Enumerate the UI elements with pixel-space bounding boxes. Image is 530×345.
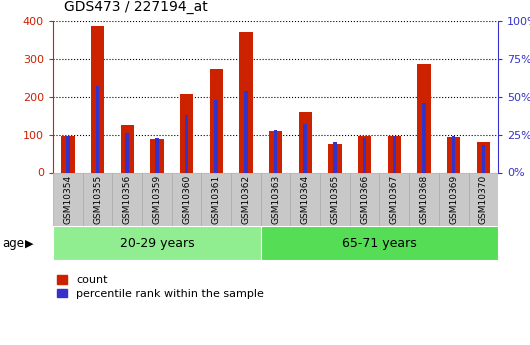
Bar [126, 133, 129, 172]
FancyBboxPatch shape [53, 226, 261, 260]
Text: GSM10354: GSM10354 [64, 175, 72, 224]
Bar [482, 145, 485, 172]
Text: ▶: ▶ [25, 238, 34, 248]
Bar [91, 27, 104, 172]
FancyBboxPatch shape [290, 172, 320, 226]
FancyBboxPatch shape [350, 172, 379, 226]
Text: GSM10355: GSM10355 [93, 175, 102, 224]
Bar [363, 138, 366, 172]
FancyBboxPatch shape [201, 172, 231, 226]
FancyBboxPatch shape [261, 226, 498, 260]
Bar [185, 115, 188, 172]
Bar [66, 136, 69, 172]
Bar [298, 112, 312, 172]
Bar [417, 65, 431, 172]
Bar [358, 136, 372, 172]
Text: GSM10363: GSM10363 [271, 175, 280, 224]
Bar [476, 142, 490, 172]
Text: GSM10370: GSM10370 [479, 175, 488, 224]
FancyBboxPatch shape [469, 172, 498, 226]
Text: 20-29 years: 20-29 years [120, 237, 194, 250]
Text: 65-71 years: 65-71 years [342, 237, 417, 250]
Bar [393, 136, 396, 172]
FancyBboxPatch shape [439, 172, 469, 226]
Text: age: age [3, 237, 25, 250]
Text: GSM10366: GSM10366 [360, 175, 369, 224]
FancyBboxPatch shape [172, 172, 201, 226]
Text: GSM10356: GSM10356 [123, 175, 131, 224]
Bar [155, 138, 158, 172]
FancyBboxPatch shape [112, 172, 142, 226]
FancyBboxPatch shape [83, 172, 112, 226]
Bar [447, 137, 461, 172]
Legend: count, percentile rank within the sample: count, percentile rank within the sample [53, 271, 269, 303]
Bar [244, 90, 248, 172]
Bar [304, 124, 307, 172]
Text: GSM10364: GSM10364 [301, 175, 310, 224]
Text: GSM10369: GSM10369 [449, 175, 458, 224]
Text: GSM10361: GSM10361 [212, 175, 220, 224]
Bar [333, 142, 337, 172]
Text: GDS473 / 227194_at: GDS473 / 227194_at [64, 0, 207, 14]
FancyBboxPatch shape [261, 172, 290, 226]
Bar [422, 103, 426, 172]
Bar [269, 131, 282, 172]
Text: GSM10367: GSM10367 [390, 175, 399, 224]
Text: GSM10362: GSM10362 [242, 175, 250, 224]
Bar [96, 86, 99, 172]
Bar [328, 144, 342, 172]
Bar [180, 94, 193, 172]
Bar [61, 137, 75, 172]
Bar [239, 32, 253, 173]
FancyBboxPatch shape [231, 172, 261, 226]
Bar [274, 130, 277, 172]
Text: GSM10368: GSM10368 [420, 175, 428, 224]
Bar [387, 137, 401, 172]
Text: GSM10360: GSM10360 [182, 175, 191, 224]
Bar [150, 139, 164, 172]
Bar [120, 125, 134, 172]
FancyBboxPatch shape [409, 172, 439, 226]
Text: GSM10365: GSM10365 [331, 175, 339, 224]
FancyBboxPatch shape [379, 172, 409, 226]
Bar [452, 136, 455, 172]
Text: GSM10359: GSM10359 [153, 175, 161, 224]
Bar [215, 100, 218, 172]
FancyBboxPatch shape [142, 172, 172, 226]
FancyBboxPatch shape [320, 172, 350, 226]
FancyBboxPatch shape [53, 172, 83, 226]
Bar [209, 69, 223, 172]
